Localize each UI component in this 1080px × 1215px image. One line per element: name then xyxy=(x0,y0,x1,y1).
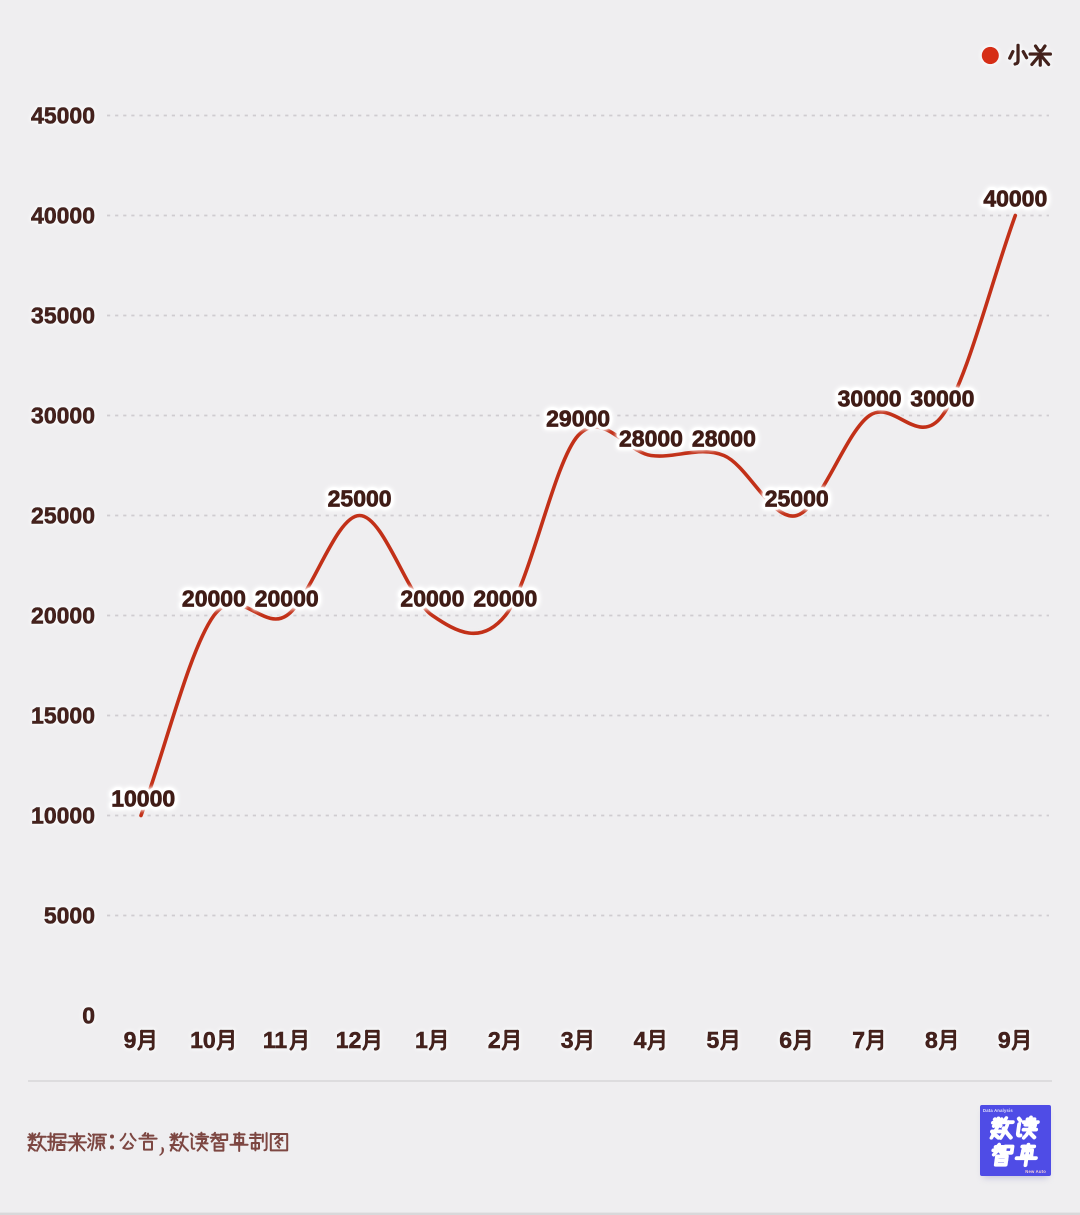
svg-text:29000: 29000 xyxy=(546,406,610,432)
svg-text:20000: 20000 xyxy=(182,586,246,612)
svg-text:20000: 20000 xyxy=(400,586,464,612)
svg-text:35000: 35000 xyxy=(31,303,95,329)
svg-text:5000: 5000 xyxy=(44,903,95,929)
svg-text:40000: 40000 xyxy=(983,186,1047,212)
svg-text:20000: 20000 xyxy=(473,586,537,612)
svg-text:Data Analysis: Data Analysis xyxy=(983,1108,1013,1113)
svg-text:9: 9 xyxy=(124,1027,137,1053)
svg-text:40000: 40000 xyxy=(983,186,1047,212)
svg-text:10000: 10000 xyxy=(31,803,95,829)
svg-text:28000: 28000 xyxy=(692,426,756,452)
svg-text:12: 12 xyxy=(336,1027,362,1053)
svg-text:40000: 40000 xyxy=(31,203,95,229)
svg-text:New Auto: New Auto xyxy=(1025,1169,1046,1174)
svg-text:28000: 28000 xyxy=(692,426,756,452)
svg-text:20000: 20000 xyxy=(473,586,537,612)
svg-text:29000: 29000 xyxy=(546,406,610,432)
svg-text:28000: 28000 xyxy=(619,426,683,452)
svg-text:25000: 25000 xyxy=(765,486,829,512)
svg-text:30000: 30000 xyxy=(838,386,902,412)
svg-text:6: 6 xyxy=(779,1027,792,1053)
svg-text:7: 7 xyxy=(852,1027,865,1053)
svg-text:25000: 25000 xyxy=(328,486,392,512)
svg-text:20000: 20000 xyxy=(255,586,319,612)
svg-text:20000: 20000 xyxy=(31,603,95,629)
svg-text:1: 1 xyxy=(415,1027,428,1053)
svg-text:0: 0 xyxy=(82,1003,95,1029)
svg-text:25000: 25000 xyxy=(765,486,829,512)
svg-text:30000: 30000 xyxy=(838,386,902,412)
svg-text:11: 11 xyxy=(263,1027,288,1053)
svg-text:10: 10 xyxy=(190,1027,216,1053)
svg-text:9: 9 xyxy=(998,1027,1011,1053)
svg-text:15000: 15000 xyxy=(31,703,95,729)
svg-text:20000: 20000 xyxy=(400,586,464,612)
svg-text:45000: 45000 xyxy=(31,103,95,129)
svg-text:10000: 10000 xyxy=(111,786,175,812)
svg-text:2: 2 xyxy=(488,1027,501,1053)
svg-text:28000: 28000 xyxy=(619,426,683,452)
svg-text:30000: 30000 xyxy=(910,386,974,412)
svg-text:4: 4 xyxy=(634,1027,647,1053)
svg-text:8: 8 xyxy=(925,1027,938,1053)
svg-text:20000: 20000 xyxy=(255,586,319,612)
svg-text:3: 3 xyxy=(561,1027,574,1053)
svg-text:25000: 25000 xyxy=(328,486,392,512)
svg-text:30000: 30000 xyxy=(910,386,974,412)
svg-text:5: 5 xyxy=(707,1027,720,1053)
svg-text:30000: 30000 xyxy=(31,403,95,429)
svg-text:10000: 10000 xyxy=(111,786,175,812)
svg-text:25000: 25000 xyxy=(31,503,95,529)
svg-text:20000: 20000 xyxy=(182,586,246,612)
